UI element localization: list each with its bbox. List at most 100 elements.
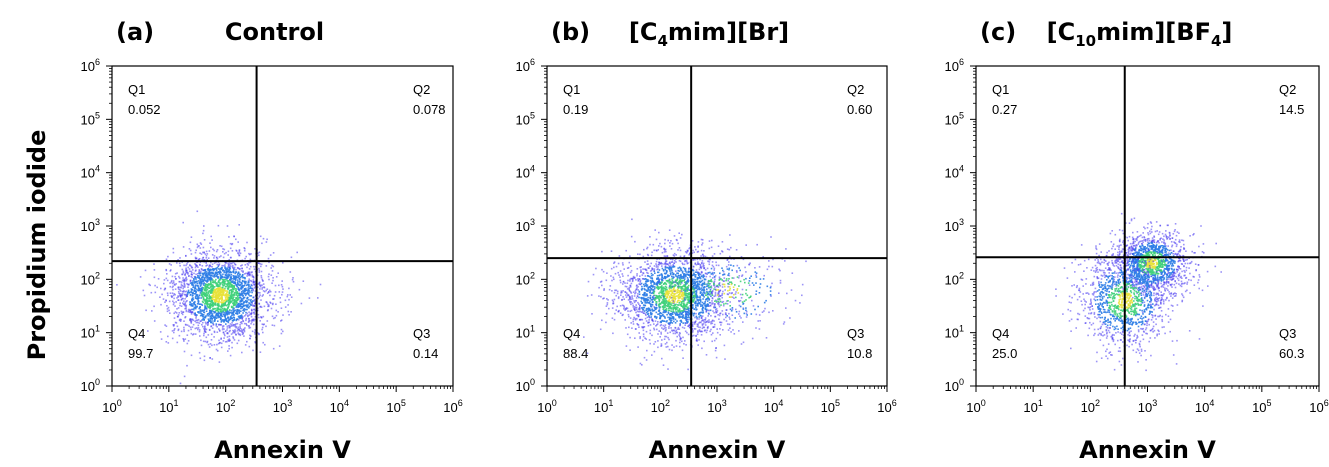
event-dot	[232, 302, 234, 305]
event-dot	[183, 375, 186, 378]
event-dot	[674, 330, 677, 333]
event-dot	[259, 306, 261, 308]
event-dot	[204, 321, 207, 324]
event-dot	[232, 325, 234, 327]
event-dot	[644, 275, 647, 277]
event-dot	[674, 295, 676, 298]
event-dot	[170, 279, 173, 282]
event-dot	[699, 276, 701, 279]
event-dot	[701, 279, 704, 282]
event-dot	[211, 284, 214, 286]
event-dot	[213, 336, 215, 338]
event-dot	[670, 273, 672, 276]
event-dot	[667, 280, 669, 283]
event-dot	[229, 299, 231, 301]
event-dot	[709, 330, 711, 333]
event-dot	[667, 263, 669, 266]
event-dot	[221, 299, 223, 301]
event-dot	[187, 291, 190, 293]
event-dot	[177, 329, 180, 332]
event-dot	[671, 313, 674, 315]
event-dot	[273, 324, 276, 327]
event-dot	[251, 319, 253, 322]
event-dot	[227, 302, 230, 304]
event-dot	[231, 299, 234, 302]
event-dot	[228, 326, 231, 329]
event-dot	[210, 277, 213, 279]
event-dot	[678, 334, 680, 336]
event-dot	[692, 268, 694, 271]
event-dot	[677, 249, 679, 251]
event-dot	[624, 309, 626, 311]
event-dot	[220, 317, 222, 319]
event-dot	[218, 339, 220, 342]
event-dot	[620, 294, 622, 296]
event-dot	[262, 290, 265, 292]
event-dot	[242, 305, 245, 308]
event-dot	[204, 325, 206, 327]
event-dot	[627, 266, 630, 269]
event-dot	[238, 277, 241, 280]
event-dot	[213, 294, 215, 296]
event-dot	[249, 286, 252, 288]
event-dot	[189, 304, 192, 306]
event-dot	[225, 294, 228, 296]
event-dot	[180, 283, 183, 286]
event-dot	[308, 297, 311, 299]
event-dot	[673, 296, 675, 298]
event-dot	[200, 344, 203, 347]
event-dot	[196, 303, 199, 305]
event-dot	[228, 339, 231, 342]
event-dot	[694, 259, 696, 261]
event-dot	[221, 325, 224, 327]
event-dot	[254, 248, 256, 250]
event-dot	[248, 268, 251, 270]
event-dot	[239, 334, 242, 337]
event-dot	[702, 290, 705, 292]
event-dot	[683, 327, 686, 329]
event-dot	[629, 349, 631, 351]
event-dot	[168, 263, 171, 265]
event-dot	[231, 294, 234, 297]
event-cloud	[116, 210, 322, 385]
event-dot	[296, 251, 298, 254]
event-dot	[190, 281, 193, 284]
event-dot	[642, 335, 645, 338]
event-dot	[637, 280, 640, 282]
event-dot	[236, 312, 239, 315]
event-dot	[640, 311, 643, 313]
event-dot	[624, 282, 626, 284]
event-dot	[196, 297, 199, 299]
event-dot	[210, 268, 212, 271]
event-dot	[184, 316, 186, 319]
event-dot	[226, 271, 228, 273]
event-dot	[687, 286, 689, 288]
event-dot	[217, 271, 220, 273]
event-dot	[591, 313, 593, 315]
event-dot	[198, 307, 200, 310]
event-dot	[253, 318, 255, 321]
event-dot	[208, 274, 211, 276]
event-dot	[272, 265, 275, 268]
event-dot	[193, 302, 195, 305]
event-dot	[194, 251, 197, 254]
event-dot	[249, 334, 251, 337]
event-dot	[181, 297, 184, 300]
event-dot	[631, 295, 633, 297]
event-dot	[685, 259, 688, 262]
event-dot	[686, 261, 688, 263]
event-dot	[215, 282, 217, 284]
event-dot	[201, 294, 203, 297]
event-dot	[668, 318, 671, 320]
event-dot	[649, 342, 651, 345]
event-dot	[218, 285, 220, 287]
event-dot	[697, 271, 699, 274]
event-dot	[700, 271, 703, 274]
event-dot	[216, 249, 219, 251]
event-dot	[700, 238, 703, 241]
event-dot	[199, 263, 201, 266]
event-dot	[666, 296, 669, 299]
event-dot	[254, 309, 257, 312]
event-dot	[202, 309, 205, 312]
event-dot	[661, 274, 663, 276]
